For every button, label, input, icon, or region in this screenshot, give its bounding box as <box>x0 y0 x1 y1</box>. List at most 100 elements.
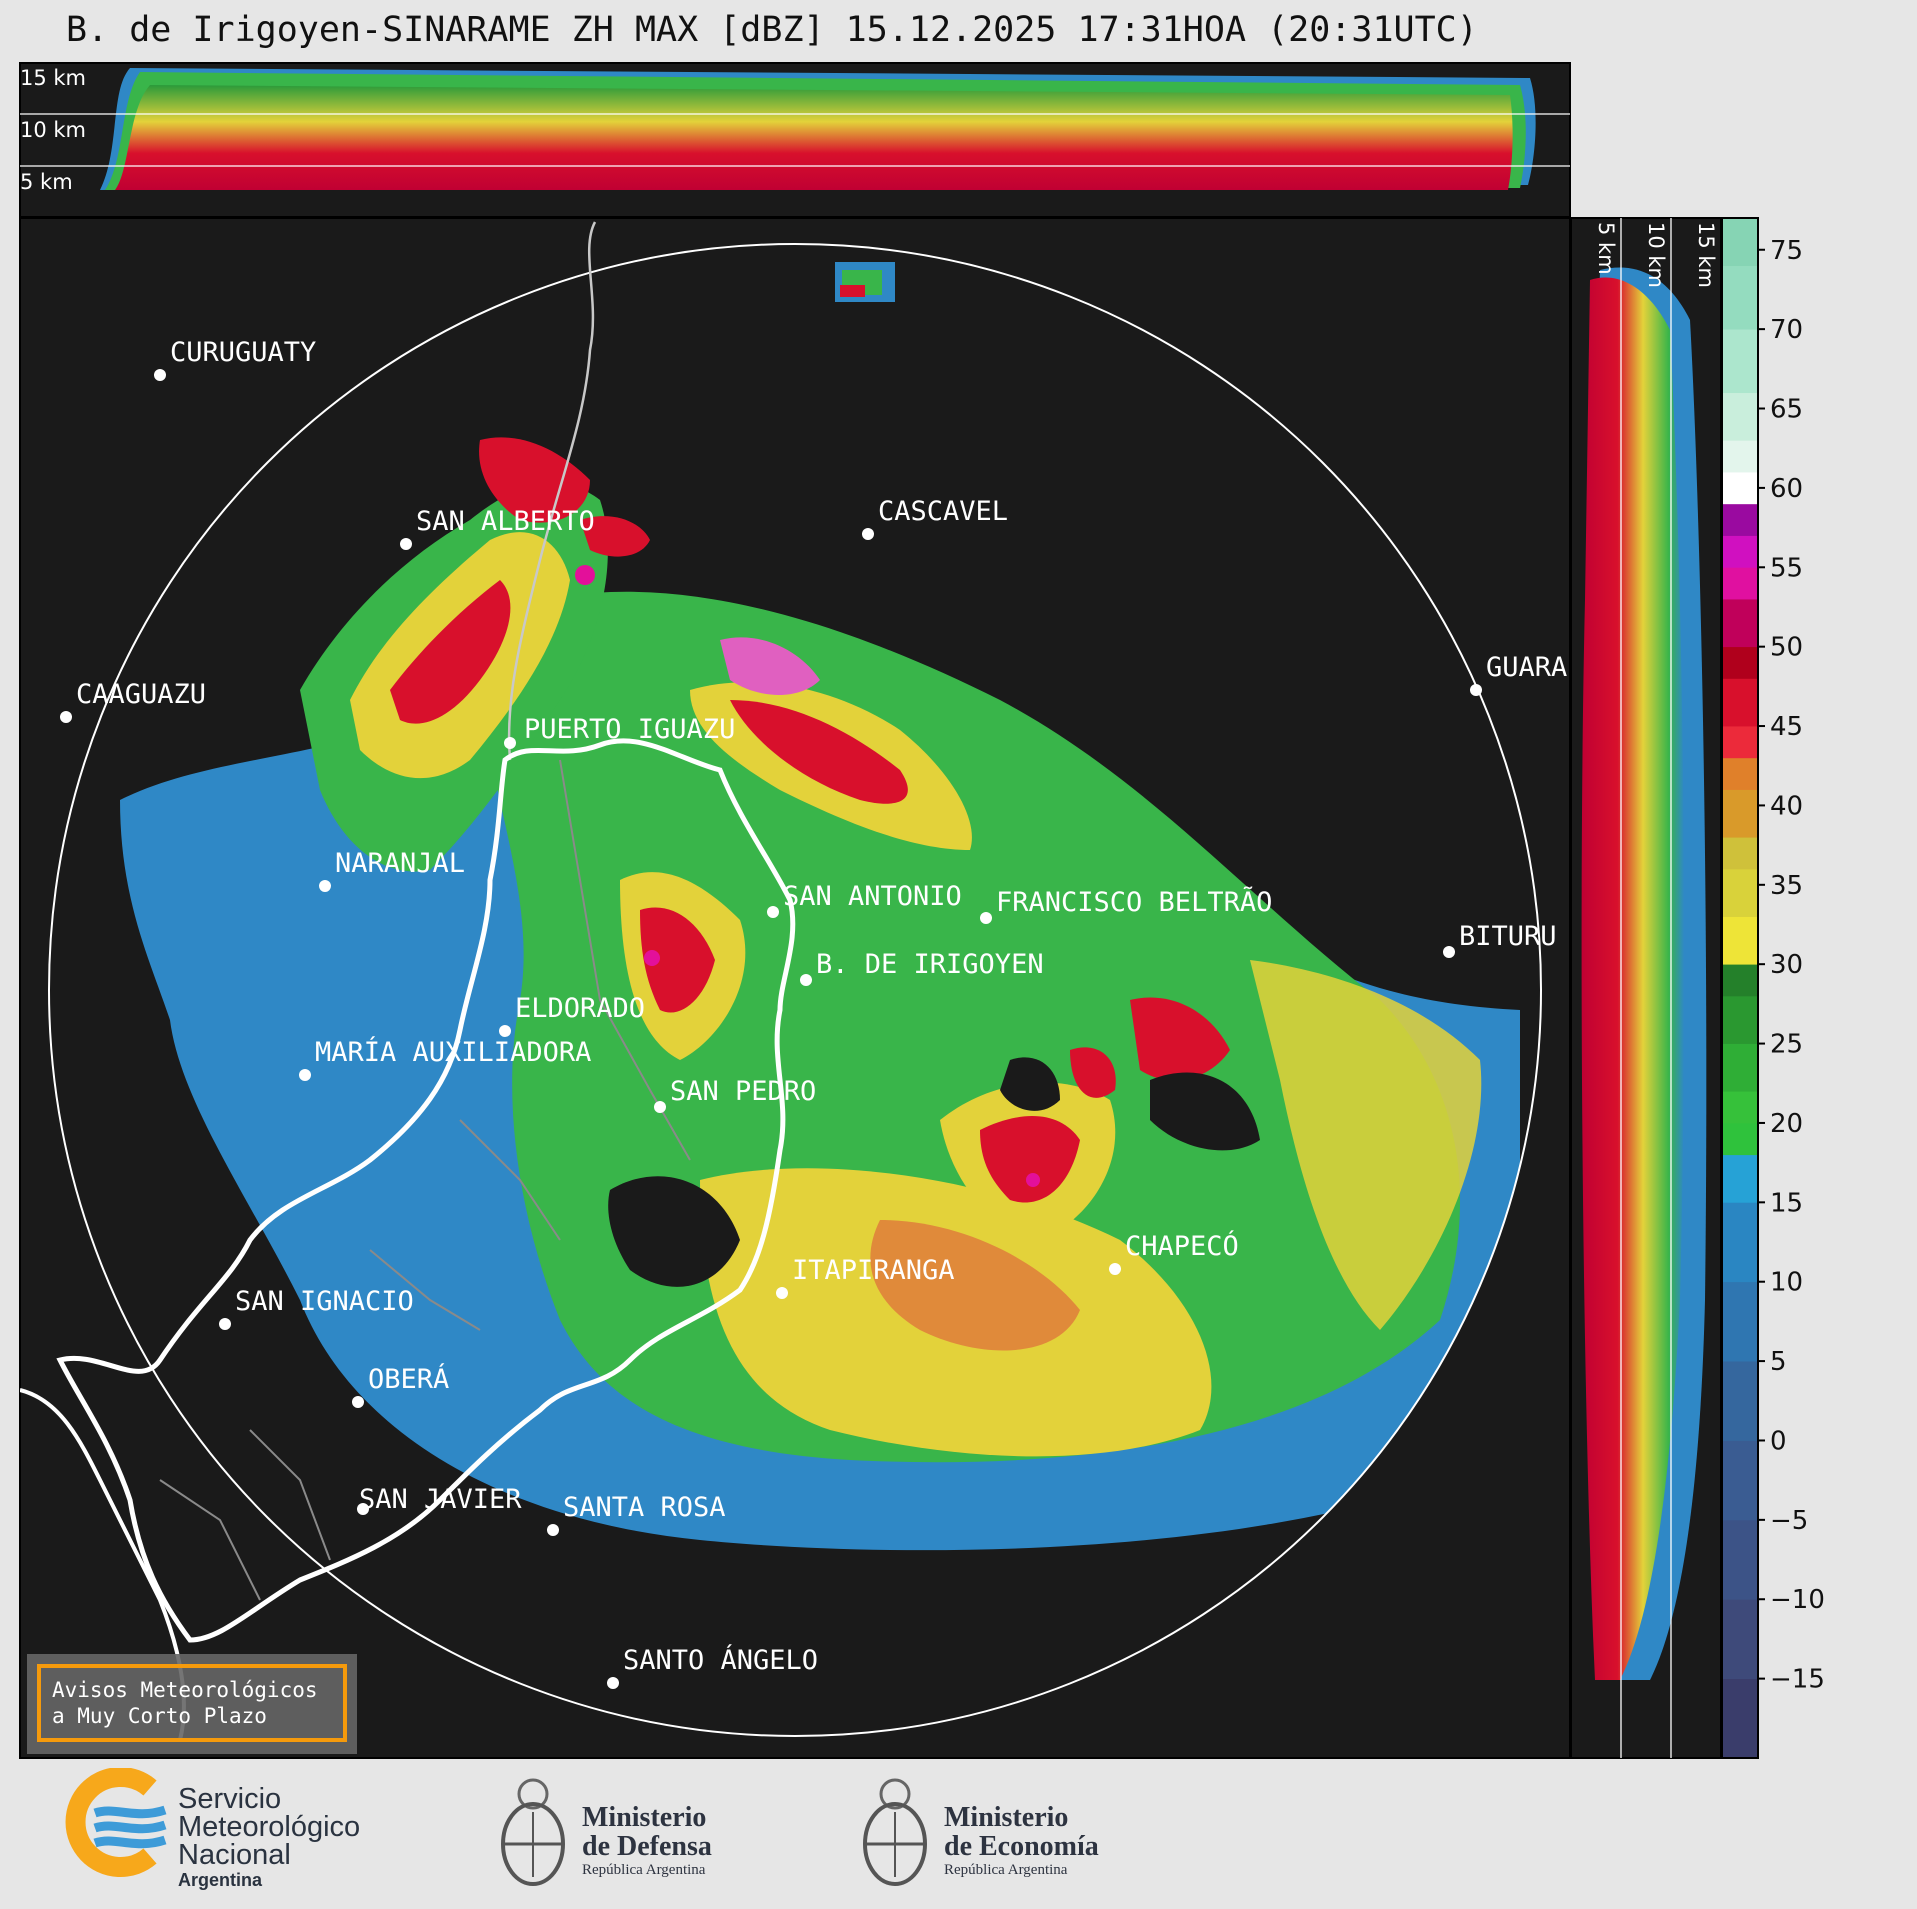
side-profile-label-5km: 5 km <box>1594 222 1618 275</box>
colorbar-band <box>1722 265 1758 330</box>
colorbar-band <box>1722 757 1758 790</box>
country-border <box>507 221 597 761</box>
city-dot <box>400 538 412 550</box>
coat-of-arms-icon-defensa <box>501 1778 565 1886</box>
colorbar-band <box>1722 646 1758 679</box>
city-label: NARANJAL <box>335 848 465 879</box>
colorbar-band <box>1722 392 1758 441</box>
colorbar-band <box>1722 440 1758 473</box>
top-profile-panel: 15 km 10 km 5 km <box>19 62 1571 218</box>
city-dot <box>357 1503 369 1515</box>
colorbar-band <box>1722 535 1758 568</box>
colorbar-band <box>1722 916 1758 965</box>
city-label: BITURU <box>1459 921 1557 952</box>
defensa-logo-text: Ministerio de Defensa República Argentin… <box>582 1803 712 1879</box>
colorbar-tick-label: 60 <box>1770 474 1803 504</box>
city-label: ITAPIRANGA <box>792 1255 955 1286</box>
city-dot <box>654 1101 666 1113</box>
smn-line4: Argentina <box>178 1870 263 1890</box>
colorbar-tick-label: 30 <box>1770 950 1803 980</box>
colorbar-tick-label: −15 <box>1770 1665 1825 1695</box>
radar-title: B. de Irigoyen-SINARAME ZH MAX [dBZ] 15.… <box>66 10 1478 50</box>
colorbar-band <box>1722 1043 1758 1092</box>
city-dot <box>352 1396 364 1408</box>
city-dot <box>862 528 874 540</box>
city-dot <box>499 1025 511 1037</box>
colorbar-band <box>1722 567 1758 600</box>
colorbar-band <box>1722 837 1758 870</box>
city-label: B. DE IRIGOYEN <box>816 949 1044 980</box>
coat-of-arms-icon-economia <box>863 1778 927 1886</box>
defensa-line3: República Argentina <box>582 1862 706 1878</box>
smn-line1: Servicio <box>178 1783 282 1815</box>
colorbar-band <box>1722 1281 1758 1362</box>
department-borders <box>159 759 691 1601</box>
colorbar-tick-label: 45 <box>1770 712 1803 742</box>
smn-line2: Meteorológico <box>178 1811 361 1843</box>
map-panel <box>19 217 1571 1759</box>
colorbar-band <box>1722 789 1758 838</box>
colorbar-band <box>1722 472 1758 505</box>
colorbar-band <box>1722 599 1758 648</box>
colorbar-tick-label: 70 <box>1770 315 1803 345</box>
city-dot <box>1443 946 1455 958</box>
colorbar-band <box>1722 868 1758 917</box>
smn-line3: Nacional <box>178 1839 291 1871</box>
colorbar-band <box>1722 1202 1758 1283</box>
top-profile-label-15km: 15 km <box>20 66 86 90</box>
colorbar-band <box>1722 503 1758 536</box>
city-label: GUARA <box>1486 652 1567 683</box>
side-profile-label-15km: 15 km <box>1694 222 1718 288</box>
city-label: SAN ALBERTO <box>416 506 595 537</box>
colorbar-tick-label: 5 <box>1770 1347 1787 1377</box>
city-label: SANTO ÁNGELO <box>623 1644 818 1676</box>
warning-box: Avisos Meteorológicos a Muy Corto Plazo <box>27 1654 357 1754</box>
colorbar-tick-label: 25 <box>1770 1030 1803 1060</box>
city-label: SANTA ROSA <box>563 1492 726 1523</box>
city-dot <box>767 906 779 918</box>
side-profile-label-10km: 10 km <box>1644 222 1668 288</box>
city-dot <box>154 369 166 381</box>
city-dot <box>800 974 812 986</box>
colorbar-tick-label: 20 <box>1770 1109 1803 1139</box>
warning-line1: Avisos Meteorológicos <box>52 1678 318 1702</box>
colorbar-band <box>1722 995 1758 1044</box>
colorbar-tick-label: 75 <box>1770 236 1803 266</box>
colorbar-frame <box>1721 217 1759 1759</box>
top-profile-label-10km: 10 km <box>20 118 86 142</box>
colorbar-band <box>1722 678 1758 727</box>
city-dot <box>219 1318 231 1330</box>
city-label: CHAPECÓ <box>1125 1230 1239 1262</box>
colorbar-band <box>1722 1678 1758 1759</box>
reflectivity-field <box>120 437 1520 1551</box>
colorbar-tick-label: −10 <box>1770 1585 1825 1615</box>
colorbar-tick-label: 55 <box>1770 553 1803 583</box>
city-label: SAN JAVIER <box>359 1484 522 1515</box>
colorbar-band <box>1722 1599 1758 1680</box>
defensa-line1: Ministerio <box>582 1802 707 1833</box>
colorbar-tick-label: 65 <box>1770 395 1803 425</box>
city-dot <box>504 737 516 749</box>
colorbar-tick-label: 15 <box>1770 1188 1803 1218</box>
side-profile-panel: 5 km 10 km 15 km <box>1570 217 1722 1759</box>
city-label: SAN IGNACIO <box>235 1286 414 1317</box>
colorbar-tick-label: −5 <box>1770 1506 1808 1536</box>
city-dot <box>776 1287 788 1299</box>
colorbar-band <box>1722 1122 1758 1156</box>
city-dot <box>607 1677 619 1689</box>
city-label: SAN PEDRO <box>670 1076 816 1107</box>
economia-line2: de Economía <box>944 1831 1099 1862</box>
warning-line2: a Muy Corto Plazo <box>52 1704 267 1728</box>
colorbar-band <box>1722 218 1758 267</box>
defensa-line2: de Defensa <box>582 1831 712 1862</box>
colorbar-band <box>1722 1154 1758 1203</box>
colorbar-tick-label: 40 <box>1770 791 1803 821</box>
city-label: SAN ANTONIO <box>783 881 962 912</box>
colorbar-tick-label: 10 <box>1770 1268 1803 1298</box>
colorbar-band <box>1722 329 1758 394</box>
city-dot <box>60 711 72 723</box>
colorbar-band <box>1722 1519 1758 1600</box>
colorbar-band <box>1722 1440 1758 1521</box>
